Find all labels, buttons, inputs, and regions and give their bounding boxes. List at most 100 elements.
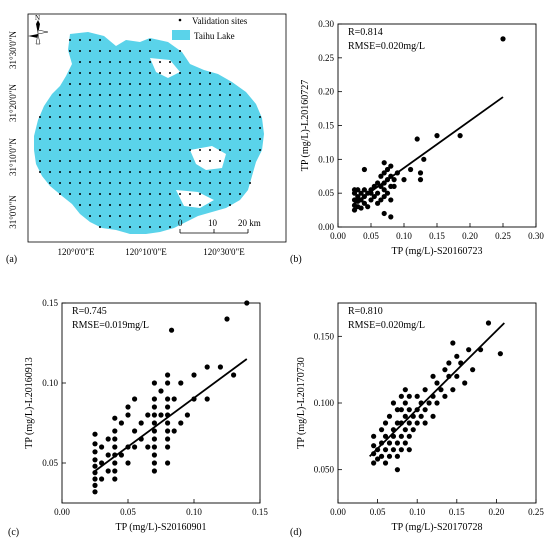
validation-site bbox=[219, 116, 221, 118]
validation-site bbox=[109, 50, 111, 52]
data-point bbox=[386, 440, 393, 446]
data-point bbox=[384, 166, 391, 173]
validation-site bbox=[239, 116, 241, 118]
data-point bbox=[394, 440, 400, 446]
validation-site bbox=[179, 171, 181, 173]
data-point bbox=[112, 444, 118, 450]
validation-site bbox=[159, 72, 161, 74]
validation-site bbox=[129, 193, 131, 195]
x-tick-label: 0.20 bbox=[489, 507, 505, 517]
validation-site bbox=[119, 127, 121, 129]
validation-site bbox=[79, 127, 81, 129]
data-point bbox=[165, 396, 171, 402]
data-point bbox=[406, 447, 412, 453]
data-point bbox=[158, 412, 164, 418]
data-point bbox=[244, 300, 250, 306]
validation-site bbox=[189, 72, 191, 74]
validation-site bbox=[179, 215, 181, 217]
validation-site bbox=[159, 127, 161, 129]
validation-site bbox=[229, 204, 231, 206]
data-point bbox=[184, 412, 190, 418]
validation-site bbox=[89, 171, 91, 173]
validation-site bbox=[159, 160, 161, 162]
data-point bbox=[204, 364, 210, 370]
data-point bbox=[92, 470, 98, 476]
validation-site bbox=[39, 138, 41, 140]
validation-site bbox=[89, 127, 91, 129]
data-point bbox=[388, 197, 394, 203]
validation-site bbox=[229, 127, 231, 129]
validation-site bbox=[259, 127, 261, 129]
validation-site bbox=[89, 160, 91, 162]
validation-site bbox=[119, 204, 121, 206]
x-tick-label: 0.15 bbox=[449, 507, 465, 517]
y-tick-label: 0.10 bbox=[318, 154, 334, 164]
validation-site bbox=[199, 138, 201, 140]
validation-site bbox=[199, 204, 201, 206]
data-point bbox=[391, 177, 397, 183]
data-point bbox=[454, 373, 460, 379]
x-axis-label: TP (mg/L)-S20160723 bbox=[391, 246, 482, 257]
validation-site bbox=[219, 138, 221, 140]
data-point bbox=[371, 443, 377, 449]
validation-site bbox=[39, 149, 41, 151]
data-point bbox=[365, 204, 371, 210]
y-tick-label: 0.25 bbox=[318, 53, 334, 63]
data-point bbox=[92, 482, 98, 488]
map-panel: Validation sites Taihu Lake N 0 10 20 km… bbox=[8, 13, 287, 257]
validation-site bbox=[209, 138, 211, 140]
validation-site bbox=[139, 72, 141, 74]
validation-site bbox=[229, 83, 231, 85]
data-point bbox=[371, 193, 377, 200]
data-point bbox=[394, 453, 400, 459]
validation-site bbox=[129, 72, 131, 74]
validation-site bbox=[239, 149, 241, 151]
x-tick-label: 0.10 bbox=[186, 507, 202, 517]
y-tick-label: 0.150 bbox=[314, 331, 335, 341]
validation-site bbox=[149, 149, 151, 151]
validation-site bbox=[239, 193, 241, 195]
validation-site bbox=[109, 226, 111, 228]
data-point bbox=[430, 413, 436, 419]
validation-site bbox=[179, 149, 181, 151]
validation-site bbox=[39, 171, 41, 173]
data-point bbox=[158, 388, 164, 394]
validation-site bbox=[219, 193, 221, 195]
data-point bbox=[450, 340, 456, 346]
data-point bbox=[414, 420, 420, 426]
validation-site bbox=[49, 182, 51, 184]
validation-site bbox=[79, 193, 81, 195]
validation-site bbox=[219, 105, 221, 107]
validation-site bbox=[189, 127, 191, 129]
validation-site bbox=[169, 138, 171, 140]
data-point bbox=[361, 200, 367, 206]
validation-site bbox=[69, 83, 71, 85]
validation-site bbox=[239, 138, 241, 140]
lat-label-3110: 31°10'0"N bbox=[8, 138, 18, 176]
validation-site bbox=[69, 105, 71, 107]
data-point bbox=[446, 360, 452, 366]
validation-site bbox=[169, 204, 171, 206]
validation-site bbox=[199, 171, 201, 173]
data-point bbox=[417, 177, 424, 183]
validation-site bbox=[169, 171, 171, 173]
validation-site bbox=[39, 116, 41, 118]
data-point bbox=[497, 351, 503, 357]
validation-site bbox=[199, 83, 201, 85]
validation-site bbox=[129, 50, 131, 52]
validation-site bbox=[69, 182, 71, 184]
validation-site bbox=[129, 204, 131, 206]
validation-site bbox=[59, 105, 61, 107]
validation-site bbox=[59, 193, 61, 195]
validation-site bbox=[169, 127, 171, 129]
y-tick-label: 0.15 bbox=[318, 121, 334, 131]
x-tick-label: 0.10 bbox=[409, 507, 425, 517]
validation-site bbox=[259, 149, 261, 151]
validation-site bbox=[89, 50, 91, 52]
validation-site bbox=[149, 116, 151, 118]
validation-site bbox=[139, 127, 141, 129]
data-point bbox=[406, 433, 412, 439]
validation-site bbox=[199, 160, 201, 162]
validation-site bbox=[79, 50, 81, 52]
